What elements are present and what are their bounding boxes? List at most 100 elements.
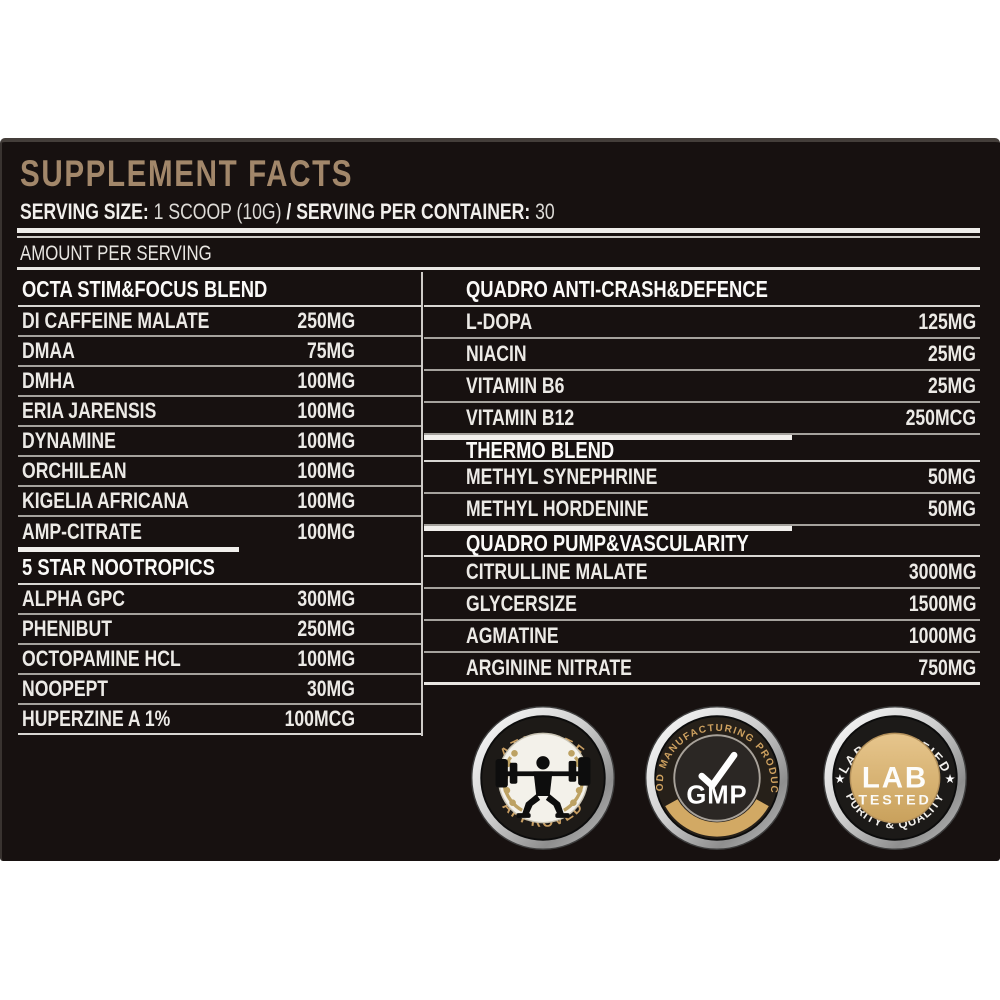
ingredient-amount: 250MG xyxy=(297,616,355,641)
ingredient-name: ORCHILEAN xyxy=(22,458,127,483)
ingredient-amount: 100MG xyxy=(297,488,355,513)
section-header-octa-stim: OCTA STIM&FOCUS BLEND xyxy=(18,274,421,307)
checkmark-icon xyxy=(698,751,738,789)
table-row: ARGININE NITRATE 750MG xyxy=(424,653,980,685)
table-row: AMP-CITRATE 100MG xyxy=(18,517,421,547)
ingredient-amount: 1500MG xyxy=(908,591,976,616)
supplement-facts-panel: SUPPLEMENT FACTS SERVING SIZE: 1 SCOOP (… xyxy=(0,138,1000,861)
ingredient-name: OCTOPAMINE HCL xyxy=(22,646,181,671)
ingredient-name: DMAA xyxy=(22,338,75,363)
ingredient-amount: 1000MG xyxy=(908,623,976,648)
weightlifter-icon xyxy=(495,756,591,818)
ingredient-name: DMHA xyxy=(22,368,75,393)
ingredient-amount: 100MG xyxy=(297,458,355,483)
page-title: SUPPLEMENT FACTS xyxy=(20,154,436,194)
star-icon: ★ xyxy=(834,772,845,786)
ingredient-name: AMP-CITRATE xyxy=(22,519,142,544)
table-row: ALPHA GPC 300MG xyxy=(18,585,421,615)
column-divider xyxy=(421,272,423,736)
table-row: DMHA 100MG xyxy=(18,367,421,397)
section-divider-bar xyxy=(424,435,792,440)
ingredient-name: DI CAFFEINE MALATE xyxy=(22,308,210,333)
ingredient-name: HUPERZINE A 1% xyxy=(22,706,171,731)
table-row: DMAA 75MG xyxy=(18,337,421,367)
left-column: OCTA STIM&FOCUS BLEND DI CAFFEINE MALATE… xyxy=(18,274,421,735)
amount-per-serving-header: AMOUNT PER SERVING xyxy=(20,242,212,265)
section-header-quadro-pump: QUADRO PUMP&VASCULARITY xyxy=(424,531,980,557)
ingredient-amount: 100MG xyxy=(297,519,355,544)
ingredient-name: PHENIBUT xyxy=(22,616,112,641)
star-icon: ★ xyxy=(945,772,956,786)
tested-center-text: TESTED xyxy=(858,793,931,809)
section-header-thermo-blend: THERMO BLEND xyxy=(424,439,980,462)
table-row: NOOPEPT 30MG xyxy=(18,675,421,705)
ingredient-amount: 100MG xyxy=(297,428,355,453)
ingredient-amount: 300MG xyxy=(297,586,355,611)
table-row: ERIA JARENSIS 100MG xyxy=(18,397,421,427)
ingredient-name: AGMATINE xyxy=(466,623,559,648)
gmp-badge: GOOD MANUFACTURING PRODUCTS GMP xyxy=(641,702,789,850)
table-row: HUPERZINE A 1% 100MCG xyxy=(18,705,421,735)
table-row: METHYL HORDENINE 50MG xyxy=(424,494,980,526)
ingredient-name: DYNAMINE xyxy=(22,428,116,453)
table-row: METHYL SYNEPHRINE 50MG xyxy=(424,462,980,494)
ingredient-name: L-DOPA xyxy=(466,309,533,334)
section-header-5-star-nootropics: 5 STAR NOOTROPICS xyxy=(18,552,421,585)
table-top-rule xyxy=(17,267,980,270)
lab-certified-badge: LAB CERTIFIED PURITY & QUALITY ★ ★ LAB T… xyxy=(823,706,967,850)
servings-per-container-value: 30 xyxy=(535,199,555,224)
thick-rule xyxy=(17,228,980,233)
table-row: CITRULLINE MALATE 3000MG xyxy=(424,557,980,589)
ingredient-name: ARGININE NITRATE xyxy=(466,654,632,680)
ingredient-name: VITAMIN B6 xyxy=(466,373,565,398)
table-row: OCTOPAMINE HCL 100MG xyxy=(18,645,421,675)
section-header-quadro-anti-crash: QUADRO ANTI-CRASH&DEFENCE xyxy=(424,274,980,307)
ingredient-name: METHYL HORDENINE xyxy=(466,496,649,521)
ingredient-amount: 25MG xyxy=(928,373,976,398)
ingredient-amount: 100MG xyxy=(297,368,355,393)
ingredient-name: ERIA JARENSIS xyxy=(22,398,157,423)
serving-size-value: 1 SCOOP (10G) xyxy=(153,199,282,224)
table-row: GLYCERSIZE 1500MG xyxy=(424,589,980,621)
ingredient-name: VITAMIN B12 xyxy=(466,405,575,430)
ingredient-amount: 250MCG xyxy=(905,405,976,430)
gmp-center-text: GMP xyxy=(686,782,747,810)
title-text: SUPPLEMENT FACTS xyxy=(20,153,354,194)
ingredient-amount: 100MG xyxy=(297,646,355,671)
table-row: DI CAFFEINE MALATE 250MG xyxy=(18,307,421,337)
ingredient-amount: 25MG xyxy=(928,341,976,366)
section-divider-bar xyxy=(424,526,792,531)
ingredient-name: KIGELIA AFRICANA xyxy=(22,488,189,513)
thin-rule xyxy=(17,236,980,238)
ingredient-name: CITRULLINE MALATE xyxy=(466,559,648,584)
table-row: NIACIN 25MG xyxy=(424,339,980,371)
table-row: KIGELIA AFRICANA 100MG xyxy=(18,487,421,517)
right-column: QUADRO ANTI-CRASH&DEFENCE L-DOPA 125MG NI… xyxy=(424,274,980,685)
gold-arc xyxy=(665,798,769,837)
table-row: VITAMIN B6 25MG xyxy=(424,371,980,403)
table-row: ORCHILEAN 100MG xyxy=(18,457,421,487)
section-divider-bar xyxy=(18,547,239,552)
ingredient-amount: 100MG xyxy=(297,398,355,423)
ingredient-amount: 50MG xyxy=(928,496,976,521)
serving-size-label: SERVING SIZE: xyxy=(20,199,149,224)
table-row: VITAMIN B12 250MCG xyxy=(424,403,980,435)
ingredient-amount: 75MG xyxy=(307,338,355,363)
table-row: PHENIBUT 250MG xyxy=(18,615,421,645)
ingredient-amount: 100MCG xyxy=(284,706,355,731)
ingredient-amount: 125MG xyxy=(918,309,976,334)
ingredient-amount: 50MG xyxy=(928,464,976,489)
ingredient-amount: 30MG xyxy=(307,676,355,701)
servings-per-container-label: SERVING PER CONTAINER: xyxy=(296,199,531,224)
ingredient-name: NOOPEPT xyxy=(22,676,109,701)
ingredient-name: NIACIN xyxy=(466,341,527,366)
serving-separator: / xyxy=(286,199,292,224)
table-row: AGMATINE 1000MG xyxy=(424,621,980,653)
lab-center-text: LAB xyxy=(862,762,928,795)
athlete-approved-badge: ATHLETE APPROVED xyxy=(471,706,615,850)
ingredient-amount: 750MG xyxy=(918,654,976,680)
table-row: DYNAMINE 100MG xyxy=(18,427,421,457)
table-row: L-DOPA 125MG xyxy=(424,307,980,339)
ingredient-amount: 3000MG xyxy=(908,559,976,584)
ingredient-name: ALPHA GPC xyxy=(22,586,125,611)
